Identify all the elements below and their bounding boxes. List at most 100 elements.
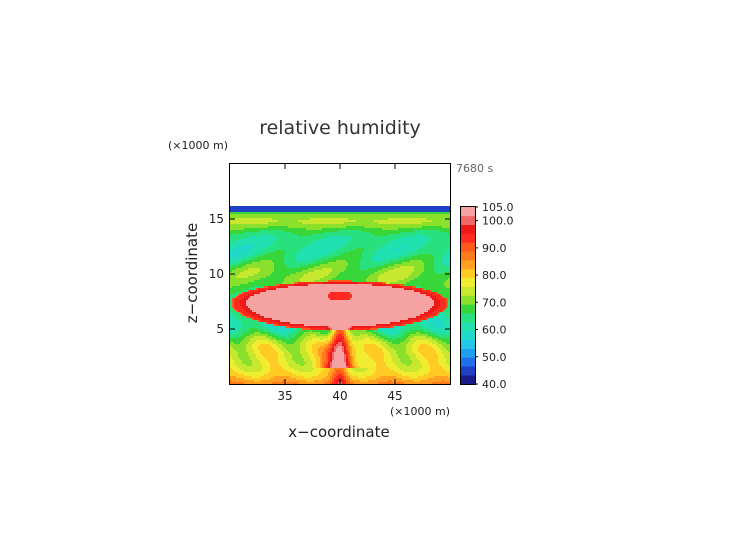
heatmap-cell — [430, 324, 445, 327]
heatmap-cell — [270, 370, 289, 373]
heatmap-cell — [322, 366, 325, 369]
heatmap-cell — [414, 352, 421, 355]
heatmap-cell — [344, 332, 347, 335]
heatmap-cell — [408, 342, 415, 345]
heatmap-cell — [336, 336, 345, 339]
heatmap-cell — [322, 256, 335, 259]
heatmap-cell — [346, 368, 349, 371]
heatmap-cell — [260, 332, 271, 335]
heatmap-cell — [294, 342, 301, 345]
heatmap-cell — [308, 260, 323, 263]
heatmap-cell — [352, 340, 357, 343]
heatmap-cell — [252, 348, 259, 351]
heatmap-cell — [230, 294, 239, 297]
heatmap-cell — [296, 272, 309, 275]
heatmap-cell — [230, 228, 245, 231]
heatmap-cell — [242, 306, 249, 309]
heatmap-cell — [346, 334, 349, 337]
heatmap-cell — [346, 350, 349, 353]
heatmap-cell — [448, 376, 451, 379]
heatmap-cell — [356, 356, 371, 359]
heatmap-cell — [296, 258, 317, 261]
heatmap-cell — [372, 256, 401, 259]
heatmap-cell — [348, 330, 351, 333]
heatmap-cell — [434, 256, 445, 259]
heatmap-cell — [264, 330, 273, 333]
heatmap-cell — [270, 234, 299, 237]
heatmap-cell — [352, 364, 355, 367]
heatmap-cell — [328, 364, 331, 367]
heatmap-cell — [260, 380, 283, 383]
heatmap-cell — [354, 366, 357, 369]
heatmap-cell — [254, 286, 265, 289]
heatmap-cell — [264, 374, 297, 377]
heatmap-cell — [230, 264, 239, 267]
heatmap-cell — [296, 362, 307, 365]
heatmap-cell — [384, 332, 401, 335]
heatmap-cell — [286, 358, 293, 361]
heatmap-cell — [354, 356, 357, 359]
heatmap-cell — [348, 344, 351, 347]
heatmap-cell — [278, 362, 289, 365]
heatmap-cell — [374, 260, 385, 263]
heatmap-cell — [254, 332, 261, 335]
heatmap-cell — [430, 366, 443, 369]
heatmap-cell — [448, 306, 451, 309]
heatmap-cell — [424, 326, 435, 329]
heatmap-cell — [246, 252, 259, 255]
heatmap-cell — [420, 352, 437, 355]
heatmap-cell — [278, 346, 285, 349]
heatmap-cell — [346, 226, 365, 229]
heatmap-cell — [284, 354, 293, 357]
heatmap-cell — [344, 246, 383, 249]
heatmap-cell — [360, 266, 377, 269]
heatmap-cell — [248, 330, 265, 333]
heatmap-cell — [304, 376, 313, 379]
heatmap-cell — [440, 230, 451, 233]
heatmap-cell — [322, 352, 327, 355]
heatmap-cell — [316, 362, 321, 365]
heatmap-cell — [352, 280, 367, 283]
heatmap-cell — [442, 296, 445, 299]
heatmap-cell — [288, 266, 301, 269]
heatmap-cell — [440, 304, 447, 307]
heatmap-cell — [278, 356, 285, 359]
heatmap-cell — [334, 338, 337, 341]
heatmap-cell — [336, 370, 343, 373]
heatmap-cell — [318, 352, 323, 355]
heatmap-cell — [258, 272, 273, 275]
heatmap-cell — [232, 286, 255, 289]
heatmap-cell — [390, 322, 403, 325]
heatmap-cell — [302, 334, 311, 337]
heatmap-cell — [268, 286, 279, 289]
heatmap-cell — [246, 344, 253, 347]
heatmap-cell — [384, 260, 399, 263]
heatmap-cell — [308, 268, 323, 271]
heatmap-cell — [276, 332, 293, 335]
heatmap-cell — [290, 376, 305, 379]
x-axis-unit: (×1000 m) — [390, 405, 450, 418]
heatmap-cell — [446, 342, 451, 345]
heatmap-cell — [372, 326, 391, 329]
heatmap-cell — [332, 360, 345, 363]
heatmap-cell — [424, 330, 433, 333]
heatmap-cell — [330, 360, 333, 363]
heatmap-cell — [324, 348, 329, 351]
heatmap-cell — [440, 312, 445, 315]
heatmap-cell — [238, 274, 255, 277]
heatmap-cell — [260, 362, 271, 365]
heatmap-cell — [352, 366, 355, 369]
heatmap-cell — [236, 268, 249, 271]
colorbar-label: 60.0 — [482, 324, 507, 337]
heatmap-cell — [374, 336, 381, 339]
heatmap-cell — [230, 368, 233, 371]
heatmap-cell — [446, 298, 449, 301]
heatmap-cell — [256, 312, 425, 315]
heatmap-cell — [246, 302, 435, 305]
heatmap-cell — [370, 328, 379, 331]
heatmap-cell — [230, 260, 241, 263]
heatmap-cell — [434, 304, 441, 307]
heatmap-cell — [328, 262, 349, 265]
heatmap-cell — [440, 294, 443, 297]
